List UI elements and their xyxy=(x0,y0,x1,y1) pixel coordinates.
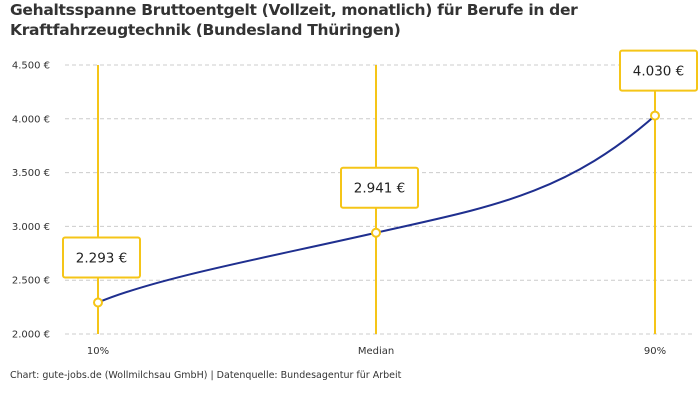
data-label-box xyxy=(340,166,419,209)
data-point xyxy=(371,227,381,238)
x-tick-label: 90% xyxy=(644,346,666,357)
data-label-box xyxy=(619,49,698,92)
x-tick-label: Median xyxy=(358,346,394,357)
data-label: 4.030 € xyxy=(633,64,685,80)
data-label: 2.941 € xyxy=(354,181,406,197)
data-label-box xyxy=(62,236,141,279)
chart-credit: Chart: gute-jobs.de (Wollmilchsau GmbH) … xyxy=(10,370,402,381)
y-tick-label: 2.500 € xyxy=(12,276,50,287)
chart-title: Gehaltsspanne Bruttoentgelt (Vollzeit, m… xyxy=(10,1,578,39)
y-tick-label: 4.000 € xyxy=(12,114,50,125)
y-tick-label: 3.500 € xyxy=(12,168,50,179)
data-point xyxy=(93,297,103,308)
x-tick-label: 10% xyxy=(87,346,109,357)
y-tick-label: 4.500 € xyxy=(12,61,50,72)
data-point xyxy=(650,110,660,121)
y-tick-label: 3.000 € xyxy=(12,222,50,233)
data-label: 2.293 € xyxy=(76,250,128,266)
y-tick-label: 2.000 € xyxy=(12,330,50,341)
